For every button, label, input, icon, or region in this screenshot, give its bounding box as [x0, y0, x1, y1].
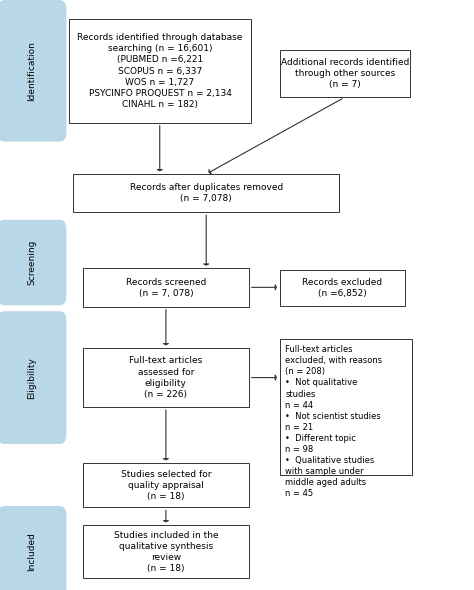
- Text: Full-text articles
assessed for
eligibility
(n = 226): Full-text articles assessed for eligibil…: [129, 356, 202, 399]
- FancyBboxPatch shape: [83, 268, 249, 307]
- Text: Included: Included: [27, 532, 36, 571]
- Text: Records screened
(n = 7, 078): Records screened (n = 7, 078): [126, 277, 206, 298]
- Text: Studies included in the
qualitative synthesis
review
(n = 18): Studies included in the qualitative synt…: [114, 530, 218, 573]
- FancyBboxPatch shape: [0, 506, 66, 590]
- FancyBboxPatch shape: [0, 219, 66, 306]
- Text: Records after duplicates removed
(n = 7,078): Records after duplicates removed (n = 7,…: [129, 183, 283, 204]
- Text: Records identified through database
searching (n = 16,601)
(PUBMED n =6,221
SCOP: Records identified through database sear…: [77, 33, 243, 109]
- FancyBboxPatch shape: [83, 463, 249, 507]
- FancyBboxPatch shape: [73, 174, 339, 212]
- FancyBboxPatch shape: [83, 525, 249, 578]
- FancyBboxPatch shape: [280, 270, 405, 306]
- Text: Full-text articles
excluded, with reasons
(n = 208)
•  Not qualitative
studies
n: Full-text articles excluded, with reason…: [285, 345, 383, 499]
- FancyBboxPatch shape: [0, 312, 66, 444]
- Text: Studies selected for
quality appraisal
(n = 18): Studies selected for quality appraisal (…: [121, 470, 211, 501]
- Text: Records excluded
(n =6,852): Records excluded (n =6,852): [302, 278, 383, 298]
- FancyBboxPatch shape: [280, 339, 412, 475]
- FancyBboxPatch shape: [69, 19, 251, 123]
- Text: Eligibility: Eligibility: [27, 357, 36, 398]
- Text: Screening: Screening: [27, 240, 36, 285]
- FancyBboxPatch shape: [83, 348, 249, 407]
- FancyBboxPatch shape: [280, 50, 410, 97]
- FancyBboxPatch shape: [0, 0, 66, 142]
- Text: Identification: Identification: [27, 41, 36, 101]
- Text: Additional records identified
through other sources
(n = 7): Additional records identified through ot…: [281, 58, 409, 89]
